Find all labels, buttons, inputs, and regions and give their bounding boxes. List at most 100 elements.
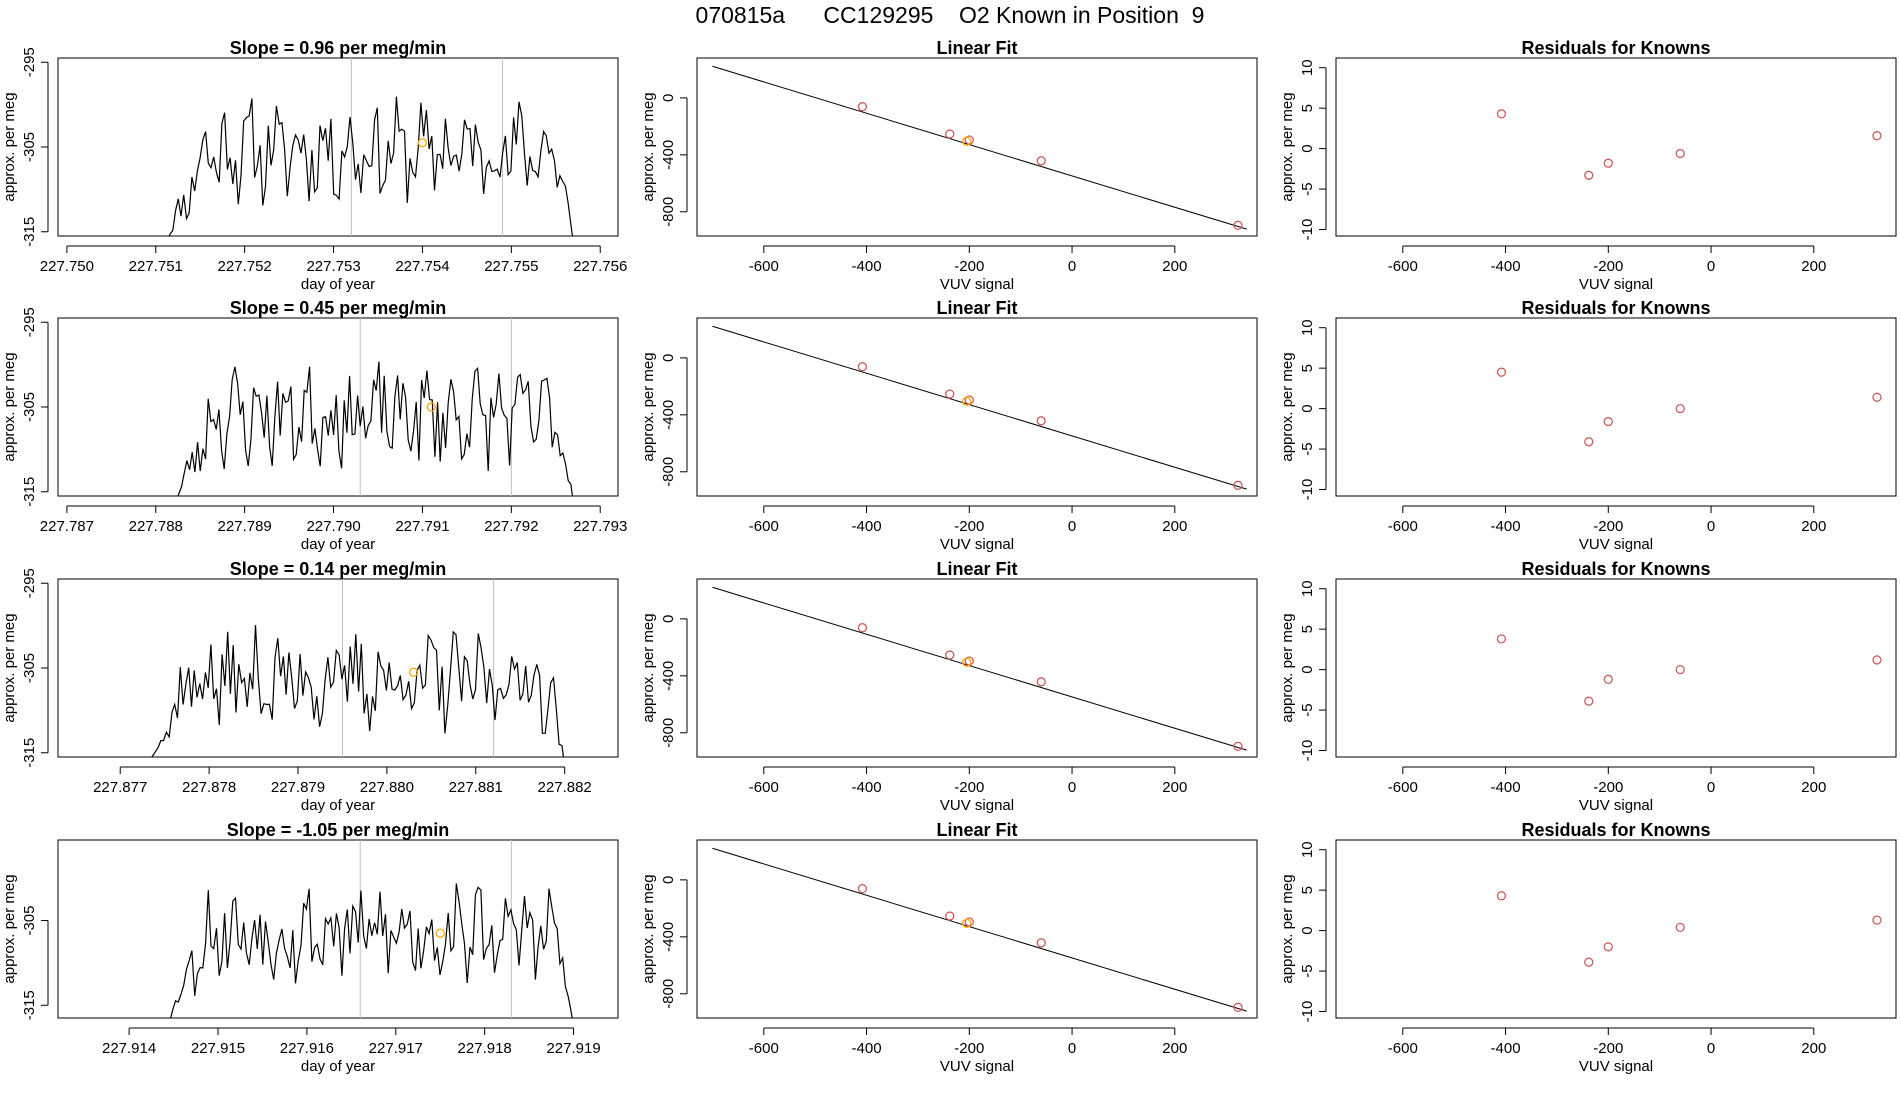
x-axis-label: day of year: [301, 1058, 375, 1075]
known-point: [1233, 1002, 1243, 1012]
y-tick-label: -305: [21, 132, 38, 162]
y-axis-label: approx. per meg: [1279, 874, 1296, 983]
x-tick-label: 227.916: [280, 1040, 334, 1057]
x-tick-label: 200: [1162, 258, 1187, 275]
x-tick-label: 200: [1801, 1040, 1826, 1057]
x-tick-label: -600: [749, 518, 779, 535]
y-axis-label: approx. per meg: [640, 613, 657, 722]
sample-point: [962, 136, 972, 146]
x-tick-label: -600: [1388, 258, 1418, 275]
y-tick-label: -400: [660, 140, 677, 170]
x-tick-label: 227.880: [360, 779, 414, 796]
y-tick-label: 0: [660, 615, 677, 623]
x-tick-label: 227.915: [191, 1040, 245, 1057]
x-tick-label: 227.791: [395, 518, 449, 535]
panel-title: Slope = -1.05 per meg/min: [227, 820, 450, 840]
y-tick-label: 0: [1299, 665, 1316, 673]
panel-title: Residuals for Knowns: [1521, 38, 1710, 58]
panel-title: Slope = 0.14 per meg/min: [230, 559, 447, 579]
x-tick-label: 227.879: [271, 779, 325, 796]
x-tick-label: -400: [852, 779, 882, 796]
plot-frame: [696, 57, 1258, 237]
sample-point: [962, 918, 972, 928]
panel-title: Slope = 0.45 per meg/min: [230, 298, 447, 318]
x-tick-label: 227.877: [93, 779, 147, 796]
y-tick-label: -5: [1299, 703, 1316, 716]
plot-frame: [696, 839, 1258, 1019]
y-tick-label: -5: [1299, 442, 1316, 455]
y-tick-label: -800: [660, 718, 677, 748]
plot-area: [1496, 634, 1882, 706]
x-tick-label: 227.754: [395, 258, 449, 275]
y-tick-label: 0: [1299, 926, 1316, 934]
known-point: [1675, 403, 1685, 414]
known-point: [1872, 131, 1882, 141]
x-tick-label: 227.793: [573, 518, 627, 535]
y-tick-label: -315: [21, 738, 38, 768]
x-axis-label: VUV signal: [1579, 797, 1653, 814]
plot-frame: [696, 578, 1258, 758]
x-tick-label: 227.788: [129, 518, 183, 535]
plot-area: [150, 579, 565, 757]
plot-area: [1496, 367, 1882, 447]
y-tick-label: -400: [660, 661, 677, 691]
panel-2-1: Linear Fit -600 -400 -200 0 200 VUV signal 0 -40…: [640, 559, 1258, 814]
y-tick-label: -295: [21, 307, 38, 337]
y-tick-label: 0: [660, 354, 677, 362]
known-point: [1036, 156, 1046, 166]
x-tick-label: 227.919: [546, 1040, 600, 1057]
known-point: [1496, 367, 1507, 377]
y-tick-label: -10: [1299, 479, 1316, 501]
known-point: [857, 623, 868, 633]
y-axis-label: approx. per meg: [1, 613, 18, 722]
y-axis-label: approx. per meg: [1, 352, 18, 461]
sample-point: [408, 667, 419, 677]
x-tick-label: -600: [1388, 779, 1418, 796]
y-tick-label: 5: [1299, 104, 1316, 112]
y-tick-label: 0: [1299, 144, 1316, 152]
x-tick-label: 0: [1707, 258, 1715, 275]
y-axis-label: approx. per meg: [1279, 92, 1296, 201]
x-tick-label: -200: [954, 1040, 984, 1057]
y-tick-label: -315: [21, 477, 38, 507]
y-tick-label: 10: [1299, 841, 1316, 858]
panel-title: Linear Fit: [936, 559, 1017, 579]
x-tick-label: -200: [1593, 779, 1623, 796]
x-tick-label: 227.787: [40, 518, 94, 535]
panel-0-2: Residuals for Knowns -600 -400 -200 0 200 VUV …: [1279, 38, 1897, 293]
x-axis-label: VUV signal: [1579, 536, 1653, 553]
x-tick-label: -200: [1593, 1040, 1623, 1057]
y-tick-label: 10: [1299, 580, 1316, 597]
x-tick-label: -400: [1491, 779, 1521, 796]
known-point: [1036, 416, 1046, 426]
y-axis-label: approx. per meg: [1, 874, 18, 983]
x-tick-label: -200: [1593, 518, 1623, 535]
known-point: [857, 362, 868, 372]
y-tick-label: 10: [1299, 319, 1316, 336]
x-tick-label: 200: [1162, 1040, 1187, 1057]
x-tick-label: 227.789: [218, 518, 272, 535]
x-tick-label: 227.878: [182, 779, 236, 796]
x-tick-label: 0: [1707, 1040, 1715, 1057]
y-tick-label: -305: [21, 392, 38, 422]
y-axis-label: approx. per meg: [640, 352, 657, 461]
y-axis-label: approx. per meg: [1279, 613, 1296, 722]
plot-frame: [696, 317, 1258, 497]
x-axis-label: day of year: [301, 536, 375, 553]
x-tick-label: -600: [1388, 1040, 1418, 1057]
y-axis-label: approx. per meg: [640, 874, 657, 983]
x-tick-label: 200: [1162, 518, 1187, 535]
signal-trace: [177, 361, 574, 496]
sample-point: [435, 928, 445, 938]
signal-trace: [168, 96, 574, 236]
panel-title: Slope = 0.96 per meg/min: [230, 38, 447, 58]
x-tick-label: 227.792: [484, 518, 538, 535]
x-tick-label: -200: [954, 518, 984, 535]
x-tick-label: 200: [1801, 779, 1826, 796]
known-point: [945, 650, 955, 660]
plot-frame: [1335, 578, 1897, 758]
x-tick-label: -600: [749, 258, 779, 275]
plot-area: [177, 318, 574, 496]
y-tick-label: -295: [21, 568, 38, 598]
x-tick-label: 227.914: [102, 1040, 156, 1057]
